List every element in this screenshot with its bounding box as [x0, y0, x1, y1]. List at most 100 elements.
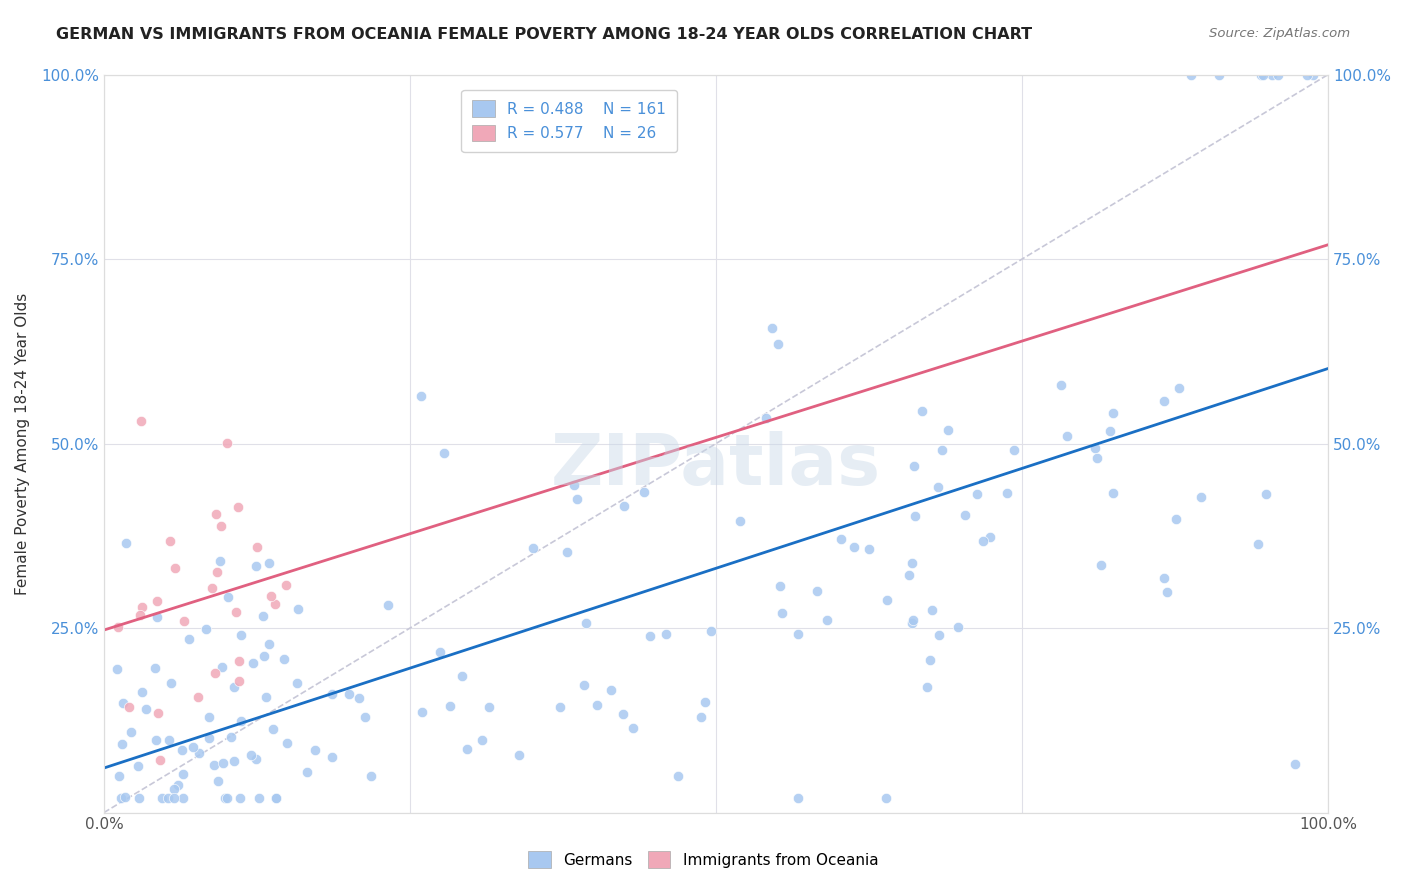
Point — [195, 623, 218, 637]
Point — [1102, 485, 1125, 500]
Point — [242, 656, 264, 670]
Point — [953, 508, 976, 522]
Point — [114, 790, 136, 805]
Point — [211, 660, 233, 674]
Point — [217, 590, 239, 604]
Point — [1302, 68, 1324, 82]
Point — [198, 710, 221, 724]
Point — [786, 790, 808, 805]
Point — [354, 709, 377, 723]
Point — [478, 699, 501, 714]
Point — [411, 389, 433, 403]
Point — [1189, 490, 1212, 504]
Point — [508, 747, 530, 762]
Point — [252, 608, 274, 623]
Point — [901, 556, 924, 570]
Point — [429, 645, 451, 659]
Point — [129, 414, 152, 428]
Point — [170, 743, 193, 757]
Point — [1296, 68, 1319, 82]
Point — [276, 735, 298, 749]
Point — [245, 559, 267, 574]
Point — [231, 714, 253, 728]
Point — [633, 485, 655, 500]
Point — [219, 730, 242, 744]
Point — [1050, 377, 1073, 392]
Point — [575, 616, 598, 631]
Point — [115, 536, 138, 550]
Point — [146, 593, 169, 607]
Point — [166, 779, 188, 793]
Point — [555, 545, 578, 559]
Point — [567, 492, 589, 507]
Point — [240, 748, 263, 763]
Point — [433, 446, 456, 460]
Point — [901, 616, 924, 631]
Point — [263, 597, 285, 611]
Point — [770, 606, 793, 620]
Point — [204, 666, 226, 681]
Point — [127, 758, 149, 772]
Point — [901, 613, 924, 627]
Point — [156, 790, 179, 805]
Point — [946, 619, 969, 633]
Point — [212, 756, 235, 771]
Y-axis label: Female Poverty Among 18-24 Year Olds: Female Poverty Among 18-24 Year Olds — [15, 293, 30, 595]
Point — [152, 790, 174, 805]
Point — [188, 746, 211, 760]
Point — [471, 732, 494, 747]
Point — [1002, 443, 1025, 458]
Point — [966, 486, 988, 500]
Point — [337, 687, 360, 701]
Point — [245, 752, 267, 766]
Point — [201, 581, 224, 595]
Point — [456, 742, 478, 756]
Point — [599, 682, 621, 697]
Point — [1084, 441, 1107, 455]
Point — [858, 542, 880, 557]
Point — [695, 695, 717, 709]
Point — [295, 764, 318, 779]
Point — [522, 541, 544, 556]
Point — [911, 404, 934, 418]
Point — [1056, 428, 1078, 442]
Point — [640, 629, 662, 643]
Point — [360, 769, 382, 783]
Point — [931, 443, 953, 458]
Point — [876, 593, 898, 607]
Point — [276, 578, 298, 592]
Point — [787, 627, 810, 641]
Point — [1247, 537, 1270, 551]
Point — [266, 790, 288, 805]
Point — [768, 337, 790, 351]
Point — [172, 790, 194, 805]
Point — [262, 722, 284, 736]
Point — [1166, 512, 1188, 526]
Point — [613, 499, 636, 513]
Point — [304, 743, 326, 757]
Point — [548, 699, 571, 714]
Point — [247, 790, 270, 805]
Point — [921, 603, 943, 617]
Point — [215, 436, 238, 450]
Point — [1153, 394, 1175, 409]
Point — [228, 674, 250, 689]
Point — [259, 589, 281, 603]
Point — [225, 605, 247, 619]
Point — [903, 458, 925, 473]
Point — [700, 624, 723, 638]
Point — [806, 583, 828, 598]
Point — [928, 628, 950, 642]
Point — [207, 566, 229, 580]
Point — [163, 790, 186, 805]
Point — [1153, 571, 1175, 585]
Point — [222, 754, 245, 768]
Point — [761, 321, 783, 335]
Point — [321, 750, 343, 764]
Point — [266, 790, 288, 805]
Point — [254, 690, 277, 705]
Point — [321, 687, 343, 701]
Point — [755, 410, 778, 425]
Point — [273, 651, 295, 665]
Point — [105, 662, 128, 676]
